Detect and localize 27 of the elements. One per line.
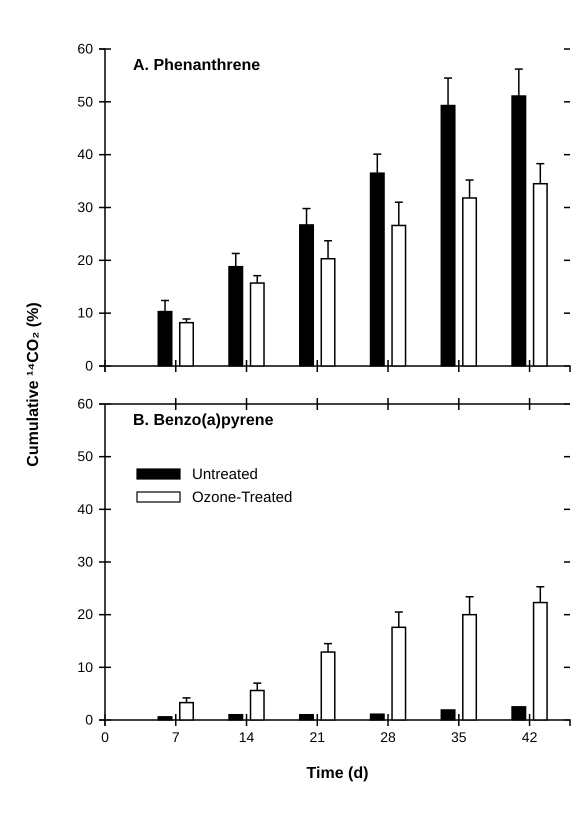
legend-label: Ozone-Treated (192, 489, 292, 506)
y-tick-label: 20 (77, 252, 94, 268)
y-tick-label: 50 (77, 93, 94, 110)
text: A. Phenanthrene (133, 57, 260, 74)
legend-label: Untreated (192, 466, 258, 483)
y-tick-label: 60 (77, 40, 94, 56)
y-tick-label: 30 (77, 553, 94, 570)
y-tick-label: 40 (77, 146, 94, 162)
y-tick-label: 0 (85, 711, 94, 728)
text: B. Benzo(a)pyrene (133, 412, 274, 429)
y-tick-label: 30 (77, 198, 94, 215)
x-tick-label: 14 (238, 728, 255, 745)
y-tick-label: 50 (77, 448, 94, 464)
y-tick-label: 10 (77, 304, 94, 321)
y-tick-label: 40 (77, 500, 94, 517)
x-tick-label: 7 (172, 728, 180, 745)
x-tick-label: 28 (380, 728, 396, 745)
y-tick-label: 60 (77, 395, 94, 412)
x-tick-label: 42 (522, 728, 538, 745)
y-axis-title: Cumulative ¹⁴CO₂ (%) (25, 302, 42, 467)
x-tick-label: 35 (451, 728, 467, 745)
x-tick-label: 21 (309, 728, 326, 745)
x-tick-label: 0 (101, 728, 110, 745)
y-tick-label: 10 (77, 658, 94, 675)
y-tick-label: 20 (77, 606, 94, 622)
y-tick-label: 0 (85, 357, 94, 374)
x-axis-title: Time (d) (306, 765, 368, 782)
